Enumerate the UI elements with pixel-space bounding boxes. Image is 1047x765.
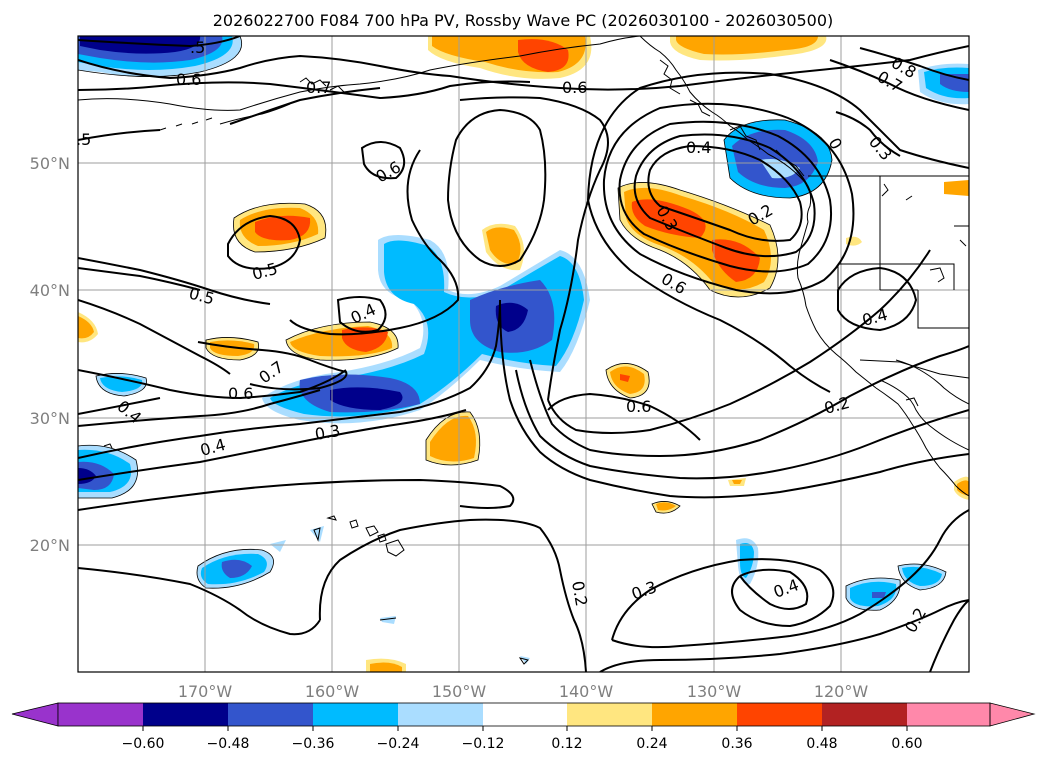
- lat-label: 40°N: [30, 281, 70, 300]
- contour-label: .5: [76, 130, 91, 149]
- contour-label: .5: [190, 38, 205, 57]
- colorbar-extend-low: [11, 702, 59, 727]
- colorbar-bin: [143, 703, 228, 726]
- colorbar-bin: [822, 703, 907, 726]
- figure-title: 2026022700 F084 700 hPa PV, Rossby Wave …: [213, 11, 834, 30]
- colorbar-frame: [57, 702, 991, 727]
- colorbar-tick-label: −0.36: [292, 736, 335, 752]
- lon-label: 170°W: [178, 682, 233, 701]
- lat-labels: 50°N 40°N 30°N 20°N: [30, 154, 70, 555]
- shaded-anomalies: [78, 36, 969, 672]
- lat-label: 20°N: [30, 536, 70, 555]
- colorbar-bin: [58, 703, 143, 726]
- colorbar-bin: [567, 703, 652, 726]
- colorbar-bin: [398, 703, 483, 726]
- colorbar-bin: [737, 703, 822, 726]
- colorbar-bin: [907, 703, 990, 726]
- graticule: [78, 36, 969, 672]
- contour-label: 0.4: [686, 138, 711, 157]
- contour-label: 0.3: [313, 421, 341, 444]
- colorbar-bin: [313, 703, 398, 726]
- colorbar-tick-label: 0.48: [806, 736, 837, 752]
- colorbar-tick-label: −0.48: [207, 736, 250, 752]
- map-panel: .5 0.6 0.7 .5 0.6 0.4 0.8 0.7 0.3 0.6 0.…: [76, 35, 970, 673]
- colorbar-tick-label: −0.24: [377, 736, 420, 752]
- colorbar-ticks: [142, 726, 908, 731]
- contour-label: 0.6: [228, 384, 253, 403]
- colorbar-bin: [228, 703, 313, 726]
- contour-label: 0.7: [306, 78, 331, 97]
- colorbar-tick-label: 0.60: [891, 736, 922, 752]
- lat-label: 50°N: [30, 154, 70, 173]
- contour-label: 0.6: [626, 397, 651, 416]
- colorbar-tick-label: 0.12: [551, 736, 582, 752]
- colorbar-tick-label: −0.60: [122, 736, 165, 752]
- colorbar: −0.60 −0.48 −0.36 −0.24 −0.12 0.12 0.24 …: [11, 702, 1036, 752]
- lon-labels: 170°W 160°W 150°W 140°W 130°W 120°W: [178, 682, 869, 701]
- coastlines: [78, 36, 969, 665]
- lon-label: 130°W: [687, 682, 742, 701]
- lat-label: 30°N: [30, 409, 70, 428]
- map-frame: [77, 35, 970, 673]
- colorbar-tick-label: −0.12: [462, 736, 505, 752]
- lon-label: 120°W: [814, 682, 869, 701]
- colorbar-bin: [483, 703, 567, 726]
- pv-contours: [78, 36, 969, 672]
- lon-label: 140°W: [559, 682, 614, 701]
- contour-label: 0.2: [568, 579, 591, 607]
- contour-label: 0.6: [176, 70, 201, 89]
- contour-label: 0.6: [562, 78, 587, 97]
- colorbar-tick-label: 0.24: [636, 736, 667, 752]
- colorbar-extend-high: [989, 702, 1036, 727]
- colorbar-bin: [652, 703, 737, 726]
- colorbar-tick-label: 0.36: [721, 736, 752, 752]
- lon-label: 150°W: [432, 682, 487, 701]
- lon-label: 160°W: [305, 682, 360, 701]
